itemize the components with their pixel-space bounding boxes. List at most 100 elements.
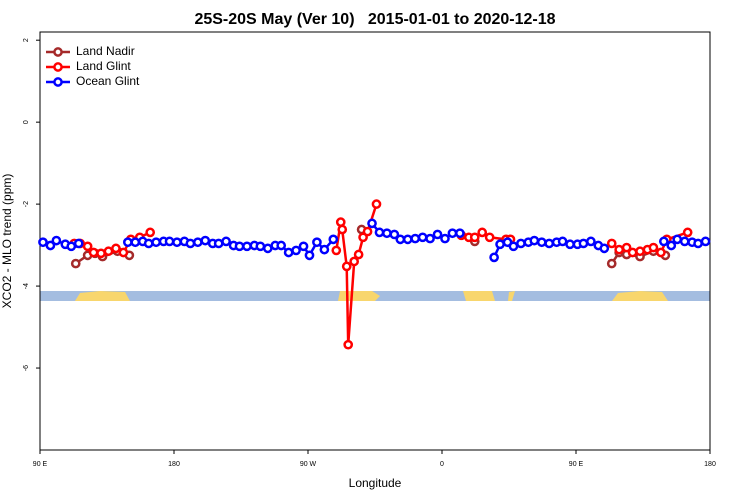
data-point <box>599 243 610 254</box>
map-strip <box>40 291 710 301</box>
land-patch <box>75 291 130 301</box>
data-point <box>130 237 141 248</box>
legend-marker <box>53 77 63 87</box>
data-point <box>621 242 632 253</box>
data-point <box>255 241 266 252</box>
data-point <box>477 227 488 238</box>
data-point <box>283 247 294 258</box>
data-point <box>374 227 385 238</box>
land-patch <box>463 291 495 301</box>
data-point <box>679 236 690 247</box>
data-point <box>614 244 625 255</box>
land-patch <box>508 291 515 301</box>
data-point <box>45 240 56 251</box>
data-point <box>88 247 99 258</box>
data-point <box>66 241 77 252</box>
series-line <box>74 203 689 345</box>
data-point <box>328 234 339 245</box>
data-point <box>489 252 499 263</box>
data-point <box>389 229 400 240</box>
data-point <box>700 236 711 247</box>
data-point <box>51 235 62 246</box>
data-point <box>343 339 354 350</box>
data-point <box>656 247 666 258</box>
legend-marker <box>53 62 63 72</box>
x-tick-label: 180 <box>704 461 716 468</box>
x-tick-label: 90 W <box>300 461 317 468</box>
x-axis-label: Longitude <box>349 476 402 490</box>
data-point <box>627 247 638 258</box>
data-point <box>291 245 301 256</box>
data-point <box>242 241 252 252</box>
data-point <box>337 224 348 235</box>
data-point <box>200 235 211 246</box>
data-point <box>122 237 133 248</box>
data-point <box>382 228 392 239</box>
data-point <box>606 238 617 249</box>
data-point <box>410 233 421 244</box>
x-tick-label: 0 <box>440 461 444 468</box>
data-point <box>495 239 505 250</box>
land-patch <box>612 291 668 301</box>
data-point <box>425 233 435 244</box>
data-point <box>367 218 377 229</box>
data-point <box>371 199 382 209</box>
data-point <box>565 239 575 250</box>
data-point <box>557 236 568 247</box>
data-point <box>362 226 373 237</box>
y-axis-label: XCO2 - MLO trend (ppm) <box>0 174 14 309</box>
data-point <box>262 243 273 254</box>
data-point <box>70 258 81 269</box>
y-tick-label: -2 <box>23 201 30 207</box>
data-point <box>221 236 231 247</box>
data-point <box>417 232 428 243</box>
data-point <box>672 234 683 245</box>
data-point <box>185 238 196 249</box>
data-point <box>395 234 406 245</box>
data-point <box>353 249 364 260</box>
data-point <box>298 241 309 252</box>
data-point <box>658 236 669 247</box>
series-line <box>74 249 666 265</box>
data-point <box>335 217 346 227</box>
legend-label: Land Glint <box>76 59 131 73</box>
data-point <box>319 244 330 255</box>
data-point <box>536 237 547 248</box>
legend-marker <box>53 47 63 57</box>
data-point <box>172 237 182 248</box>
data-point <box>544 238 555 249</box>
data-point <box>682 227 693 238</box>
data-point <box>312 237 322 248</box>
x-tick-label: 180 <box>168 461 180 468</box>
data-point <box>82 241 93 252</box>
data-point <box>402 234 413 245</box>
data-point <box>111 243 121 254</box>
data-point <box>516 238 526 249</box>
data-point <box>648 242 659 253</box>
data-point <box>145 227 156 238</box>
data-point <box>606 258 617 269</box>
y-tick-label: 2 <box>23 38 30 42</box>
data-point <box>693 238 703 249</box>
data-point <box>455 228 465 239</box>
data-point <box>635 246 645 257</box>
data-point <box>440 233 450 244</box>
legend-label: Ocean Glint <box>76 74 140 88</box>
legend-label: Land Nadir <box>76 44 135 58</box>
data-point <box>304 250 315 261</box>
data-point <box>73 238 84 249</box>
data-point <box>469 232 480 243</box>
x-tick-label: 90 E <box>33 461 48 468</box>
data-point <box>666 240 677 251</box>
data-point <box>103 246 114 257</box>
data-point <box>341 261 352 272</box>
data-point <box>96 248 106 259</box>
data-point <box>529 235 540 246</box>
data-point <box>118 247 129 258</box>
data-point <box>578 238 589 249</box>
data-point <box>432 229 443 240</box>
data-point <box>484 232 495 243</box>
